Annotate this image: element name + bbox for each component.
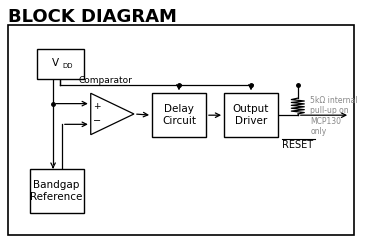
Text: V: V — [52, 58, 59, 68]
Text: −: − — [93, 116, 101, 126]
Text: Output
Driver: Output Driver — [233, 104, 269, 126]
Text: BLOCK DIAGRAM: BLOCK DIAGRAM — [8, 8, 177, 26]
Text: Delay
Circuit: Delay Circuit — [162, 104, 196, 126]
Text: Comparator: Comparator — [79, 76, 133, 85]
Text: DD: DD — [63, 63, 73, 69]
Polygon shape — [91, 93, 134, 135]
Bar — [37, 49, 83, 79]
Bar — [30, 169, 83, 213]
Bar — [8, 25, 354, 234]
Bar — [224, 93, 278, 137]
Text: RESET: RESET — [282, 140, 313, 149]
Bar — [152, 93, 206, 137]
Text: Bandgap
Reference: Bandgap Reference — [30, 180, 83, 201]
Text: +: + — [93, 102, 101, 111]
Text: 5kΩ internal
pull-up on
MCP130
only: 5kΩ internal pull-up on MCP130 only — [310, 96, 358, 136]
